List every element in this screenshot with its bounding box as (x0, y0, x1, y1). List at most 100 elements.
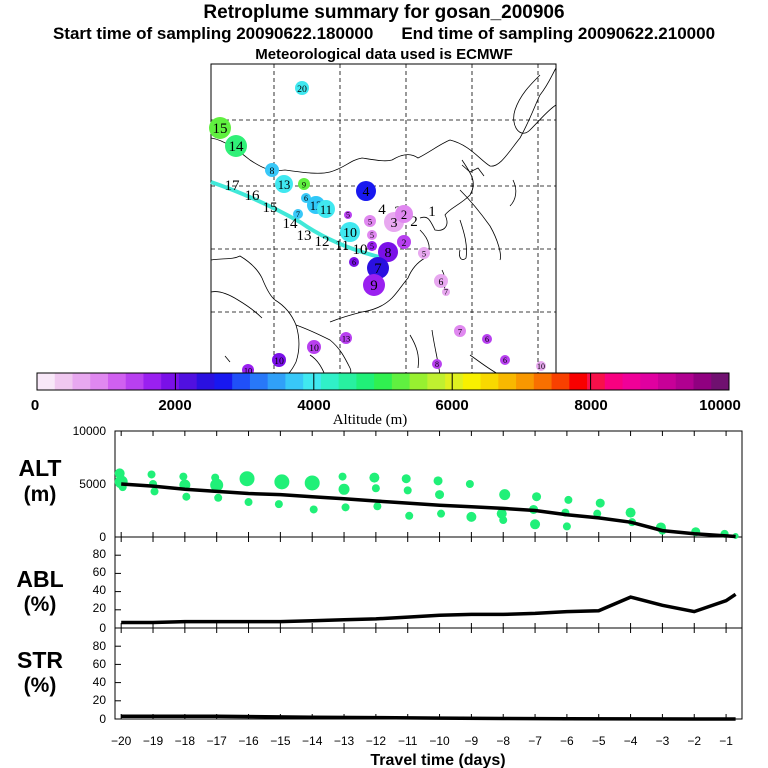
colorbar-cell (214, 373, 233, 390)
x-tick-label: −17 (207, 734, 228, 748)
alt-particle-dot (147, 470, 156, 479)
alt-mean-line (121, 482, 736, 539)
alt-particle-dot (179, 472, 188, 481)
plume-cluster-label: 5 (346, 210, 350, 219)
plume-cluster-label: 13 (342, 335, 350, 344)
str-tick: 80 (93, 639, 107, 653)
colorbar-cell (37, 373, 56, 390)
x-tick-label: −3 (656, 734, 670, 748)
plume-cluster-label: 7 (458, 328, 462, 337)
alt-particle-dot (403, 486, 412, 495)
colorbar-cell (445, 373, 464, 390)
plume-cluster-circle (356, 181, 376, 201)
plume-cluster-circle (265, 163, 279, 177)
plume-cluster-circle (363, 274, 385, 296)
alt-particle-dot (373, 502, 382, 511)
alt-particle-dot (625, 507, 636, 518)
x-tick-label: −14 (302, 734, 323, 748)
x-tick-label: −15 (270, 734, 291, 748)
alt-tick: 10000 (73, 424, 107, 438)
trajectory-day-label: 1 (428, 204, 436, 220)
alt-particle-dot (564, 495, 573, 504)
plume-cluster-circle (344, 211, 352, 219)
str-label: STR (17, 647, 63, 673)
alt-unit: (m) (24, 483, 57, 506)
alt-particle-dot (435, 490, 445, 500)
plume-cluster-circle (209, 117, 231, 139)
alt-particle-dot (210, 478, 224, 492)
x-tick-label: −12 (366, 734, 387, 748)
alt-particle-dot (239, 471, 255, 487)
plume-cluster-label: 4 (363, 185, 370, 200)
plume-cluster-circle (272, 353, 286, 367)
plume-cluster-label: 10 (309, 343, 319, 354)
alt-particle-dot (274, 474, 290, 490)
colorbar-cell (338, 373, 357, 390)
colorbar-cell (409, 373, 428, 390)
colorbar-cell (675, 373, 695, 390)
colorbar-cell (551, 373, 570, 390)
abl-tick: 80 (93, 547, 107, 561)
plume-cluster-circle (225, 135, 247, 157)
colorbar-cell (391, 373, 411, 390)
alt-particle-dot (309, 505, 318, 514)
colorbar-cell (711, 373, 730, 390)
colorbar-cell (374, 373, 393, 390)
alt-tick: 0 (99, 530, 106, 544)
time-series-panels: ALT (m) 10000 5000 0 ABL (%) 80 60 40 20… (16, 424, 743, 768)
x-tick-label: −11 (398, 734, 418, 748)
start-time-label: Start time of sampling 20090622.180000 (52, 24, 374, 43)
plume-cluster-label: 6 (304, 194, 308, 203)
colorbar-cell (498, 373, 517, 390)
colorbar-cell (604, 373, 624, 390)
colorbar-cell (516, 373, 535, 390)
colorbar: 0 2000 4000 6000 8000 10000 Altitude (m) (31, 372, 741, 428)
plume-cluster-circle (293, 209, 303, 219)
str-unit: (%) (24, 674, 57, 697)
alt-particle-dot (369, 472, 380, 483)
plume-cluster-circle (432, 359, 442, 369)
colorbar-cell (640, 373, 659, 390)
alt-particle-dot (401, 474, 411, 484)
alt-particle-dot (182, 492, 191, 501)
plume-cluster-label: 3 (391, 216, 398, 231)
plume-cluster-label: 7 (374, 261, 382, 277)
colorbar-cell (267, 373, 286, 390)
sampling-times: Start time of sampling 20090622.180000 En… (0, 24, 768, 44)
plume-cluster-circle (418, 247, 430, 259)
plume-cluster-circle (395, 205, 413, 223)
colorbar-cell (196, 373, 215, 390)
x-tick-label: −2 (687, 734, 701, 748)
colorbar-cell (622, 373, 641, 390)
plume-cluster-label: 15 (213, 121, 228, 137)
abl-label: ABL (16, 566, 63, 592)
alt-particle-dot (274, 500, 283, 509)
alt-particle-dot (371, 484, 380, 493)
trajectory-day-label: 2 (410, 214, 418, 230)
colorbar-tick: 4000 (297, 397, 330, 414)
alt-particle-dot (466, 511, 477, 522)
plume-cluster-circle (349, 257, 359, 267)
colorbar-cell (178, 373, 198, 390)
colorbar-title: Altitude (m) (333, 412, 408, 428)
colorbar-tick: 8000 (574, 397, 607, 414)
plume-cluster-label: 5 (368, 218, 372, 227)
plume-cluster-circle (442, 288, 450, 296)
plume-cluster-label: 6 (503, 356, 507, 365)
alt-particle-dot (338, 483, 350, 495)
alt-particle-dot (499, 516, 508, 525)
plume-cluster-circle (378, 242, 398, 262)
colorbar-cell (285, 373, 304, 390)
str-line (121, 714, 736, 721)
plume-cluster-label: 6 (485, 335, 489, 344)
x-tick-label: −10 (429, 734, 450, 748)
colorbar-cell (693, 373, 712, 390)
plume-cluster-label: 8 (385, 246, 392, 261)
colorbar-cell (480, 373, 499, 390)
x-tick-label: −6 (560, 734, 574, 748)
alt-particle-dot (244, 498, 253, 507)
plume-cluster-circle (295, 81, 309, 95)
abl-tick: 60 (93, 565, 107, 579)
met-data-label: Meteorological data used is ECMWF (255, 46, 513, 63)
